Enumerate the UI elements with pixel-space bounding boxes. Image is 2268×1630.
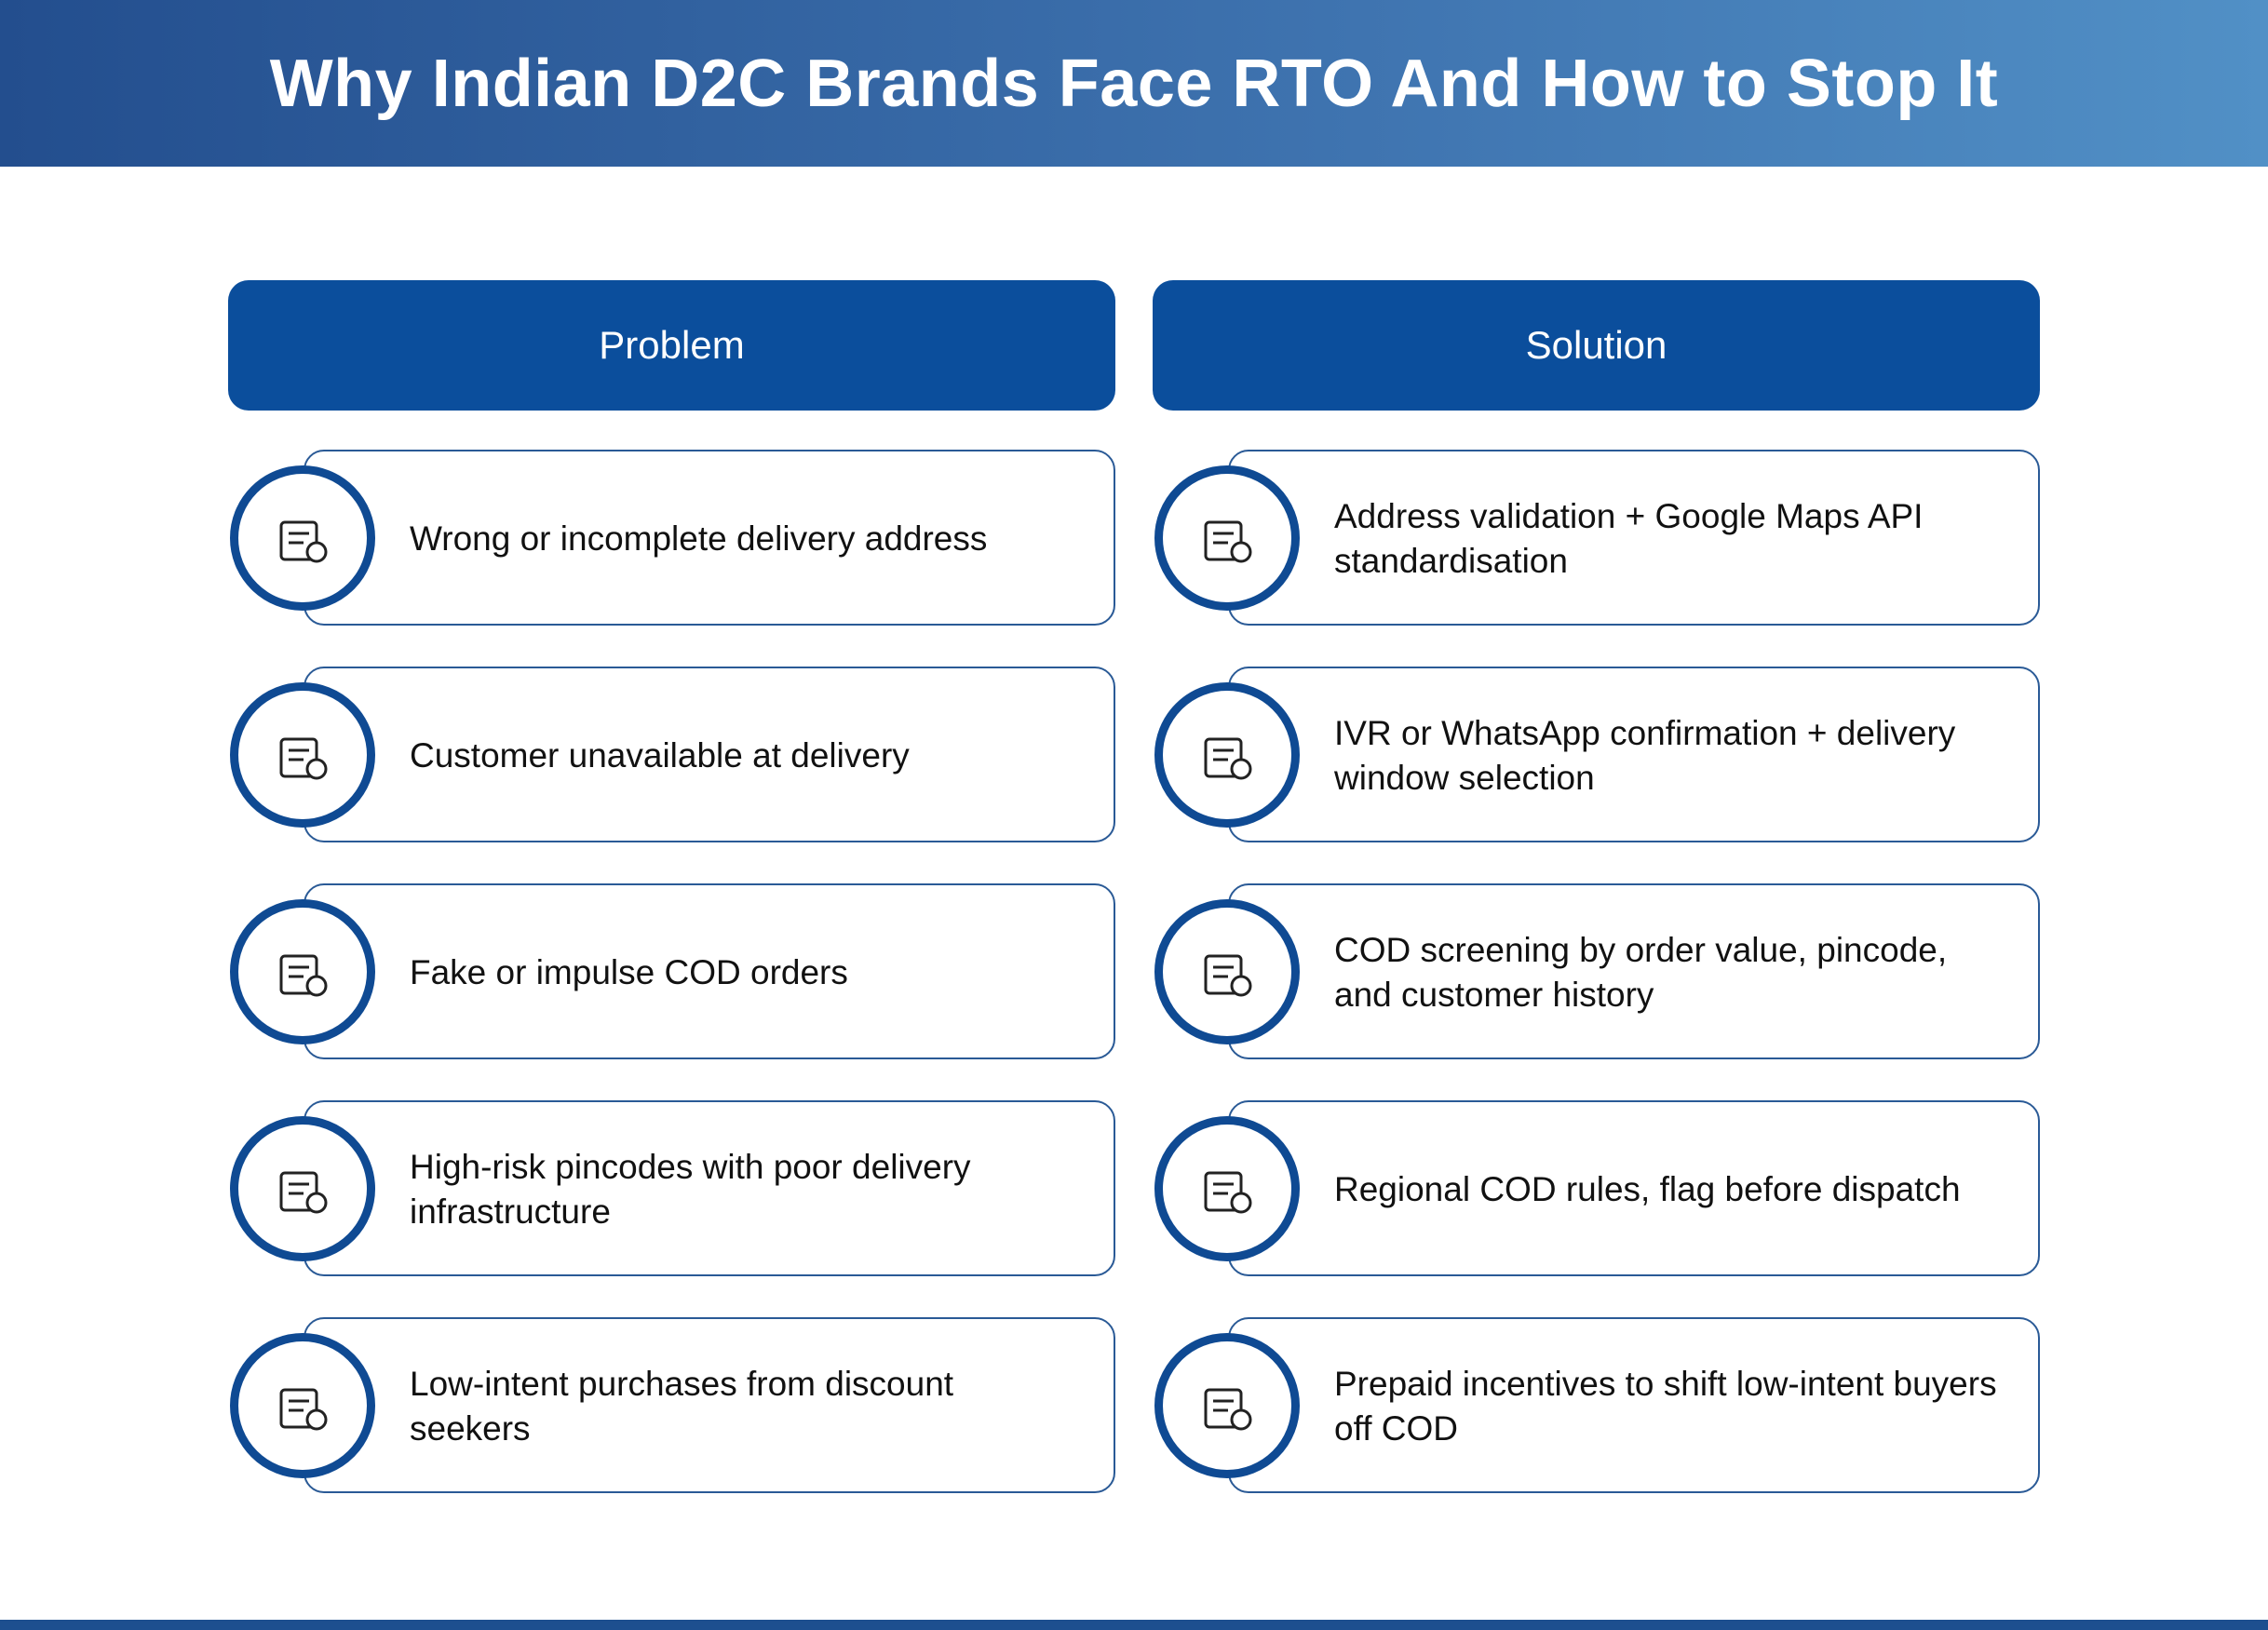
icon-circle [230, 899, 375, 1044]
row-text: COD screening by order value, pincode, a… [1334, 930, 1948, 1014]
row-text: IVR or WhatsApp confirmation + delivery … [1334, 713, 1956, 797]
row-card [1228, 1100, 2040, 1276]
icon [279, 1171, 328, 1214]
row-card [1228, 450, 2040, 626]
icon [1204, 954, 1252, 997]
row-card [1228, 1317, 2040, 1493]
row-text: Wrong or incomplete delivery address [410, 519, 988, 558]
footer-bar [0, 1620, 2268, 1630]
icon [279, 1388, 328, 1431]
column-heading: Solution [1153, 280, 2040, 411]
icon-circle [1154, 899, 1300, 1044]
row-text: Regional COD rules, flag before dispatch [1334, 1169, 1961, 1208]
row-card [304, 1100, 1115, 1276]
icon [1204, 520, 1252, 563]
title: Why Indian D2C Brands Face RTO And How t… [269, 46, 1999, 121]
header-band: Why Indian D2C Brands Face RTO And How t… [0, 0, 2268, 167]
icon-circle [1154, 1333, 1300, 1478]
icon-circle [1154, 465, 1300, 611]
row-card [304, 883, 1115, 1059]
icon-circle [1154, 1116, 1300, 1261]
row-card [304, 450, 1115, 626]
row-text: Prepaid incentives to shift low-intent b… [1334, 1364, 1997, 1448]
icon [1204, 1171, 1252, 1214]
row-text: High-risk pincodes with poor delivery in… [410, 1147, 971, 1231]
row-text: Fake or impulse COD orders [410, 952, 848, 991]
icon [279, 737, 328, 780]
row-text: Low-intent purchases from discount seeke… [410, 1364, 954, 1448]
icon-circle [1154, 682, 1300, 828]
icon [1204, 737, 1252, 780]
row-card [1228, 883, 2040, 1059]
row-card [1228, 667, 2040, 842]
icon [1204, 1388, 1252, 1431]
column-heading: Problem [228, 280, 1115, 411]
row-text: Address validation + Google Maps API sta… [1334, 496, 1924, 580]
icon [279, 954, 328, 997]
row-card [304, 667, 1115, 842]
row-text: Customer unavailable at delivery [410, 735, 910, 775]
icon-circle [230, 465, 375, 611]
icon [279, 520, 328, 563]
icon-circle [230, 682, 375, 828]
icon-circle [230, 1116, 375, 1261]
icon-circle [230, 1333, 375, 1478]
row-card [304, 1317, 1115, 1493]
